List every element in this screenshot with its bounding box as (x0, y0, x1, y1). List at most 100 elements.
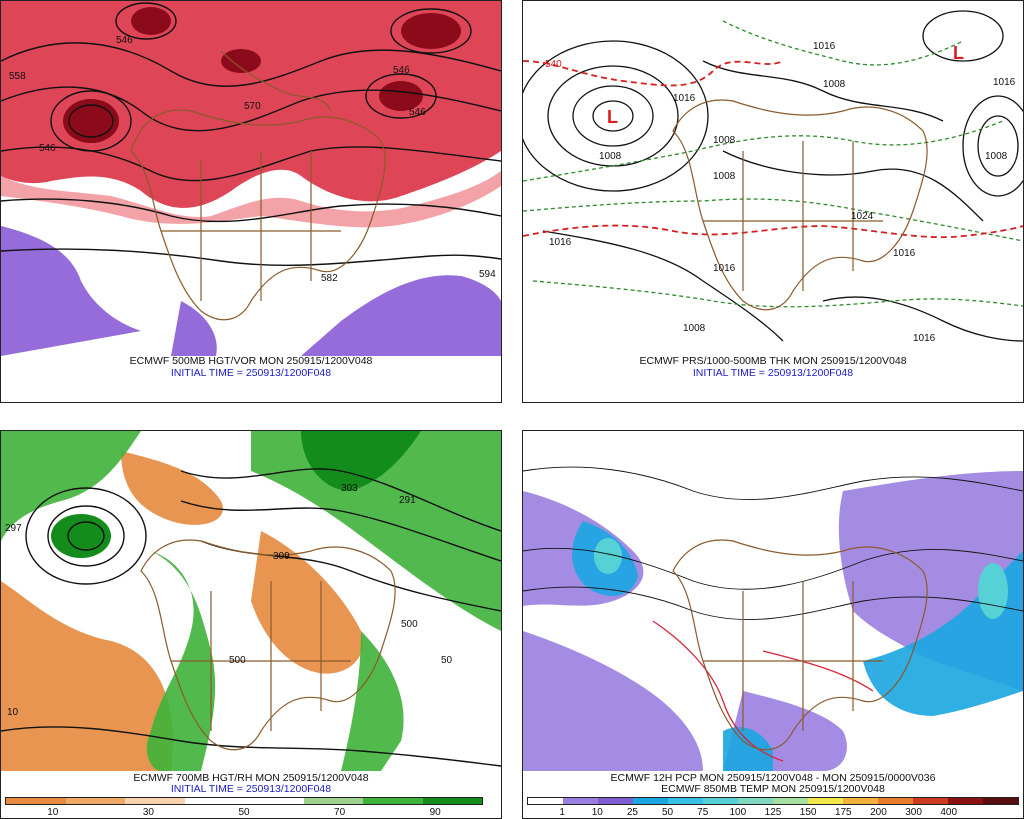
contour-label: 1016 (673, 93, 696, 104)
rh-dry-shading (1, 451, 363, 771)
colorbar-swatch (65, 798, 125, 804)
contour-label: 309 (273, 551, 290, 562)
caption-line-1: ECMWF PRS/1000-500MB THK MON 250915/1200… (639, 355, 907, 367)
colorbar-tick-label: 400 (940, 807, 958, 818)
contour-label: 50 (441, 655, 453, 666)
contour-label: 291 (399, 495, 416, 506)
contour-label: 500 (401, 619, 418, 630)
coastlines-borders (672, 99, 928, 311)
colorbar-swatch (184, 798, 244, 804)
colorbar-tick-label: 30 (142, 807, 154, 818)
colorbar-swatch (738, 798, 773, 804)
contour-label: 1008 (823, 79, 846, 90)
vorticity-light-shading (1, 171, 501, 228)
caption-line-1: ECMWF 700MB HGT/RH MON 250915/1200V048 (133, 772, 369, 784)
contour-label: 570 (244, 101, 261, 112)
caption-line-2: ECMWF 850MB TEMP MON 250915/1200V048 (661, 783, 885, 795)
vorticity-shading (1, 1, 501, 208)
colorbar-swatch (528, 798, 563, 804)
colorbar-swatch (598, 798, 633, 804)
height-contours (1, 2, 501, 266)
colorbar-swatch (948, 798, 983, 804)
low-marker-label: L (953, 43, 964, 63)
panel-pcp-temp: ECMWF 12H PCP MON 250915/1200V048 - MON … (522, 430, 1024, 819)
precip-core-shading (594, 538, 1008, 619)
colorbar-tick-label: 125 (764, 807, 782, 818)
colorbar-swatch (633, 798, 668, 804)
contour-label: 540 (545, 59, 562, 70)
contour-label: 546 (409, 107, 426, 118)
colorbar-tick-label: 70 (334, 807, 346, 818)
colorbar-swatch (125, 798, 185, 804)
colorbar-swatch (983, 798, 1018, 804)
isobar-contours (523, 10, 1023, 342)
colorbar-swatch (363, 798, 423, 804)
colorbar-swatch (703, 798, 738, 804)
contour-label: 1008 (599, 151, 622, 162)
coastlines-borders (130, 50, 386, 321)
contour-label: 1008 (713, 135, 736, 146)
caption-line-2: INITIAL TIME = 250913/1200F048 (170, 783, 332, 795)
map-prs-thk: L L 1016 1008 1016 1008 1016 1008 1008 1… (523, 1, 1023, 356)
colorbar-rh (5, 797, 483, 805)
contour-label: 500 (229, 655, 246, 666)
coastlines-borders (140, 539, 396, 751)
colorbar-pcp (527, 797, 1019, 805)
contour-label: 558 (9, 71, 26, 82)
contour-label: 594 (479, 269, 496, 280)
caption-line-2: INITIAL TIME = 250913/1200F048 (170, 367, 332, 379)
colorbar-tick-label: 50 (238, 807, 250, 818)
colorbar-ticks-pcp: 1 10 25 50 75 100 125 150 175 200 300 400 (527, 807, 1019, 818)
negative-vorticity-shading (1, 226, 501, 356)
colorbar-swatch (773, 798, 808, 804)
contour-label-group: 1016 1008 1016 1008 1016 1008 1008 1016 … (545, 41, 1016, 344)
panel-prs-thk: L L 1016 1008 1016 1008 1016 1008 1008 1… (522, 0, 1024, 403)
panel-500mb-hgt-vor: 546 558 570 546 582 546 594 546 ECMWF 50… (0, 0, 502, 403)
contour-label: 10 (7, 707, 19, 718)
contour-label: 1016 (913, 333, 936, 344)
contour-label: 1008 (683, 323, 706, 334)
low-marker-label: L (607, 107, 618, 127)
colorbar-ticks-rh: 10 30 50 70 90 (5, 807, 483, 818)
contour-label: 546 (116, 35, 133, 46)
contour-label: 1016 (993, 77, 1016, 88)
low-pressure-markers: L L (607, 43, 964, 127)
map-700mb-hgt-rh: 297 291 309 303 500 500 50 10 (1, 431, 501, 771)
colorbar-swatch (878, 798, 913, 804)
vorticity-dark-cores (63, 7, 461, 143)
caption-line-1: ECMWF 500MB HGT/VOR MON 250915/1200V048 (129, 355, 373, 367)
contour-label: 1008 (713, 171, 736, 182)
colorbar-swatch (563, 798, 598, 804)
colorbar-swatch (808, 798, 843, 804)
colorbar-tick-label: 50 (662, 807, 674, 818)
panel-700mb-hgt-rh: 297 291 309 303 500 500 50 10 ECMWF 700M… (0, 430, 502, 819)
colorbar-swatch (422, 798, 482, 804)
contour-label: 1016 (549, 237, 572, 248)
colorbar-tick-label: 25 (626, 807, 638, 818)
colorbar-tick-label: 150 (799, 807, 817, 818)
colorbar-swatch (668, 798, 703, 804)
colorbar-swatch (913, 798, 948, 804)
colorbar-tick-label: 300 (905, 807, 922, 818)
temperature-contours (523, 466, 1023, 620)
map-pcp-temp (523, 431, 1023, 771)
colorbar-tick-label: 100 (729, 807, 747, 818)
contour-label: 1016 (893, 248, 916, 259)
colorbar-swatch (843, 798, 878, 804)
contour-label-group: 546 558 570 546 582 546 594 546 (9, 35, 496, 284)
contour-label: 546 (39, 143, 56, 154)
contour-label: 1008 (985, 151, 1008, 162)
colorbar-tick-label: 90 (429, 807, 441, 818)
colorbar-swatch (303, 798, 363, 804)
contour-label: 297 (5, 523, 22, 534)
colorbar-tick-label: 10 (591, 807, 603, 818)
colorbar-tick-label: 75 (697, 807, 709, 818)
contour-label: 303 (341, 483, 358, 494)
contour-label: 546 (393, 65, 410, 76)
colorbar-swatch (244, 798, 304, 804)
thickness-dashed-red (523, 60, 1023, 239)
colorbar-tick-label: 175 (834, 807, 852, 818)
contour-label: 1016 (813, 41, 836, 52)
map-500mb-hgt-vor: 546 558 570 546 582 546 594 546 (1, 1, 501, 356)
contour-label-group: 297 291 309 303 500 500 50 10 (5, 483, 453, 718)
